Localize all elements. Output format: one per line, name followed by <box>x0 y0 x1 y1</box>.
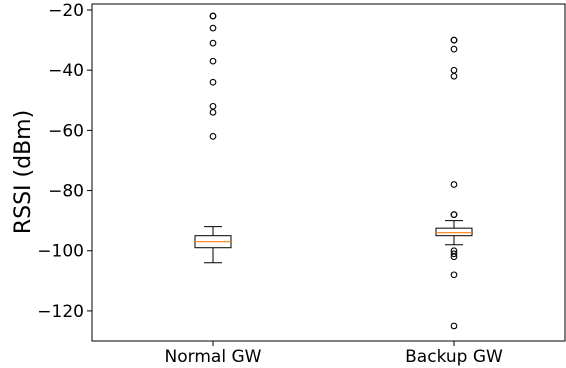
outlier-point <box>450 211 458 218</box>
y-tick-label: −20 <box>48 1 84 21</box>
outlier-point <box>209 24 217 32</box>
y-axis-title: RSSI (dBm) <box>11 110 36 234</box>
plot-area: −20 −40 −60 −80 −100 −120 Normal GW Backup GW <box>37 1 566 367</box>
outlier-point <box>450 36 458 44</box>
outlier-point <box>209 39 217 47</box>
outlier-point <box>209 102 217 110</box>
outlier-point <box>450 66 458 74</box>
outlier-point <box>450 181 458 188</box>
outlier-point <box>209 12 217 20</box>
y-tick-label: −40 <box>48 61 84 81</box>
x-tick-label: Normal GW <box>165 347 262 367</box>
outlier-point <box>450 322 458 330</box>
iqr-box <box>435 227 473 237</box>
outlier-point <box>450 271 458 279</box>
plot-frame <box>91 3 566 342</box>
y-tick-label: −120 <box>37 302 84 322</box>
outlier-point <box>450 250 458 258</box>
outlier-point <box>209 133 217 140</box>
y-tick-label: −60 <box>48 121 84 141</box>
outlier-point <box>450 45 458 53</box>
outlier-point <box>209 78 217 86</box>
outlier-point <box>450 253 458 261</box>
outlier-point <box>209 57 217 65</box>
y-tick-label: −80 <box>48 182 84 202</box>
outlier-point <box>450 72 458 80</box>
y-tick-label: −100 <box>37 242 84 262</box>
outlier-point <box>209 108 217 116</box>
x-tick-label: Backup GW <box>405 347 503 367</box>
